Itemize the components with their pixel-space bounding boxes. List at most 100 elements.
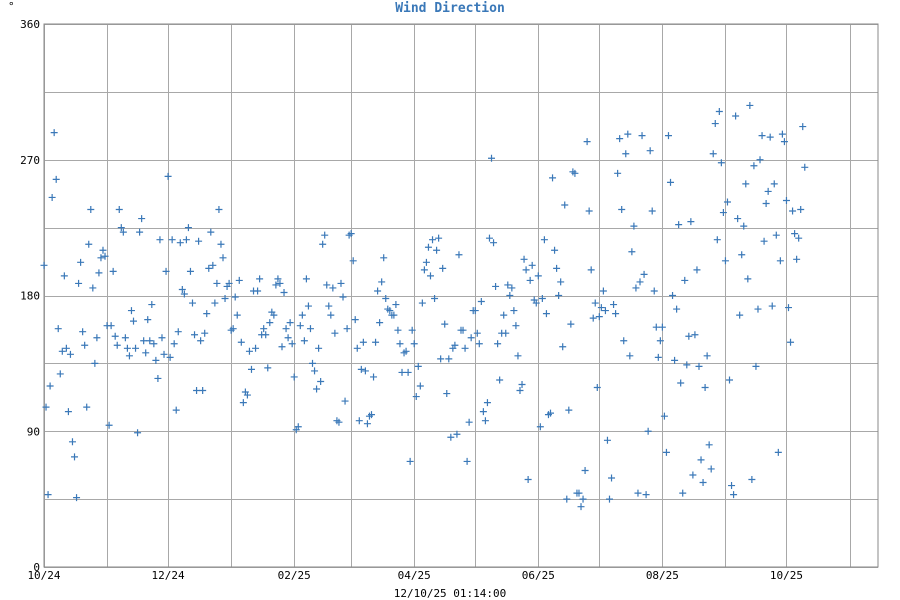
data-point bbox=[160, 350, 168, 358]
data-point bbox=[166, 353, 174, 361]
data-point bbox=[313, 385, 321, 393]
data-point bbox=[516, 387, 524, 395]
data-point bbox=[703, 352, 711, 360]
data-point bbox=[778, 130, 786, 138]
data-point bbox=[453, 430, 461, 438]
data-point bbox=[762, 199, 770, 207]
data-point bbox=[300, 337, 308, 345]
data-point bbox=[433, 246, 441, 254]
data-point bbox=[581, 466, 589, 474]
data-point bbox=[681, 276, 689, 284]
data-point bbox=[575, 489, 583, 497]
data-point bbox=[490, 239, 498, 247]
data-point bbox=[561, 201, 569, 209]
data-point bbox=[664, 132, 672, 140]
data-point bbox=[683, 361, 691, 369]
data-point bbox=[42, 403, 50, 411]
data-point bbox=[494, 340, 502, 348]
data-point bbox=[101, 252, 109, 260]
data-point bbox=[461, 344, 469, 352]
data-point bbox=[162, 267, 170, 275]
data-point bbox=[465, 418, 473, 426]
data-point bbox=[475, 340, 483, 348]
data-point bbox=[247, 365, 255, 373]
data-point bbox=[547, 409, 555, 417]
data-point bbox=[587, 266, 595, 274]
data-point bbox=[221, 295, 229, 303]
data-point bbox=[201, 329, 209, 337]
data-point bbox=[571, 169, 579, 177]
data-point bbox=[372, 338, 380, 346]
data-point bbox=[229, 325, 237, 333]
data-point bbox=[136, 228, 144, 236]
data-point bbox=[311, 367, 319, 375]
data-point bbox=[789, 207, 797, 215]
data-point bbox=[730, 491, 738, 499]
data-point bbox=[732, 112, 740, 120]
data-point bbox=[233, 311, 241, 319]
data-point bbox=[329, 284, 337, 292]
data-point bbox=[195, 237, 203, 245]
data-point bbox=[178, 285, 186, 293]
data-point bbox=[370, 373, 378, 381]
data-point bbox=[431, 295, 439, 303]
y-tick-label: 90 bbox=[27, 425, 40, 438]
data-point bbox=[262, 331, 270, 339]
data-point bbox=[386, 307, 394, 315]
data-point bbox=[95, 269, 103, 277]
data-point bbox=[152, 356, 160, 364]
data-point bbox=[772, 231, 780, 239]
data-point bbox=[172, 406, 180, 414]
data-point bbox=[44, 491, 52, 499]
data-point bbox=[197, 337, 205, 345]
data-point bbox=[488, 154, 496, 162]
data-point bbox=[677, 379, 685, 387]
data-point bbox=[758, 132, 766, 140]
data-point bbox=[620, 337, 628, 345]
data-point bbox=[127, 307, 135, 315]
data-point bbox=[787, 338, 795, 346]
data-point bbox=[752, 362, 760, 370]
data-point bbox=[339, 293, 347, 301]
data-point bbox=[60, 272, 68, 280]
data-point bbox=[199, 387, 207, 395]
data-point bbox=[721, 257, 729, 265]
data-point bbox=[744, 275, 752, 283]
data-point bbox=[477, 298, 485, 306]
data-point bbox=[644, 427, 652, 435]
data-point bbox=[40, 261, 48, 269]
data-point bbox=[121, 334, 129, 342]
data-point bbox=[514, 352, 522, 360]
data-point bbox=[97, 254, 105, 262]
data-point bbox=[209, 261, 217, 269]
data-point bbox=[243, 391, 251, 399]
data-point bbox=[605, 495, 613, 503]
data-point bbox=[176, 239, 184, 247]
data-point bbox=[585, 207, 593, 215]
data-point bbox=[538, 295, 546, 303]
data-point bbox=[512, 322, 520, 330]
data-point bbox=[54, 325, 62, 333]
data-point bbox=[459, 326, 467, 334]
data-point bbox=[123, 344, 131, 352]
data-point bbox=[355, 417, 363, 425]
data-point bbox=[455, 251, 463, 259]
x-tick-label: 02/25 bbox=[278, 569, 311, 582]
data-point bbox=[327, 311, 335, 319]
data-point bbox=[506, 292, 514, 299]
data-point bbox=[367, 411, 375, 419]
data-point bbox=[66, 350, 74, 358]
data-point bbox=[669, 292, 677, 299]
x-axis-ticks: 10/24 12/24 02/25 04/25 06/25 08/25 10/25 bbox=[27, 569, 803, 582]
data-point bbox=[707, 465, 715, 473]
data-point bbox=[404, 368, 412, 376]
data-point bbox=[254, 287, 262, 295]
data-point bbox=[660, 412, 668, 420]
data-point bbox=[349, 257, 357, 265]
data-point bbox=[138, 215, 146, 223]
data-point bbox=[420, 266, 428, 274]
data-point bbox=[736, 311, 744, 319]
data-point bbox=[801, 163, 809, 171]
data-point bbox=[331, 329, 339, 337]
data-point bbox=[144, 316, 152, 324]
